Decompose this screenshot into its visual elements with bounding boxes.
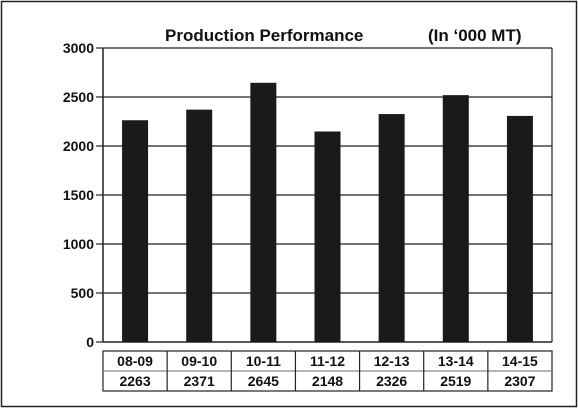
bar-10-11 [250,82,277,342]
bar-14-15 [506,115,533,342]
value-label: 2326 [376,373,407,389]
value-label: 2307 [504,373,535,389]
x-category-label: 10-11 [246,353,281,369]
data-table: 08-09 2263 09-10 2371 10-11 2645 11-12 2148 12-1… [102,350,553,392]
y-tick-label: 1000 [63,236,94,252]
y-tick-label: 2500 [63,89,94,105]
x-category-label: 12-13 [374,353,410,369]
y-tick-label: 2000 [63,138,94,154]
x-category-label: 14-15 [502,353,538,369]
x-category-label: 11-12 [310,353,345,369]
x-category-label: 13-14 [438,353,474,369]
y-tick-label: 500 [71,285,95,301]
value-label: 2645 [248,373,279,389]
chart-title: Production Performance [165,26,363,45]
gridlines [103,47,552,294]
y-tick-label: 1500 [63,187,94,203]
x-category-label: 08-09 [117,353,153,369]
bar-09-10 [186,109,213,342]
value-label: 2371 [184,373,215,389]
value-label: 2519 [440,373,471,389]
bar-08-09 [122,120,149,342]
x-category-label: 09-10 [181,353,217,369]
chart-subtitle: (In ‘000 MT) [428,26,522,45]
bar-12-13 [378,114,405,342]
y-tick-label: 0 [86,334,94,350]
bar-13-14 [442,95,469,342]
value-label: 2263 [119,373,150,389]
value-label: 2148 [312,373,343,389]
bar-11-12 [314,131,341,342]
bars [122,82,533,342]
y-tick-label: 3000 [63,40,94,56]
y-axis: 0 500 1000 1500 2000 2500 3000 [63,40,553,350]
